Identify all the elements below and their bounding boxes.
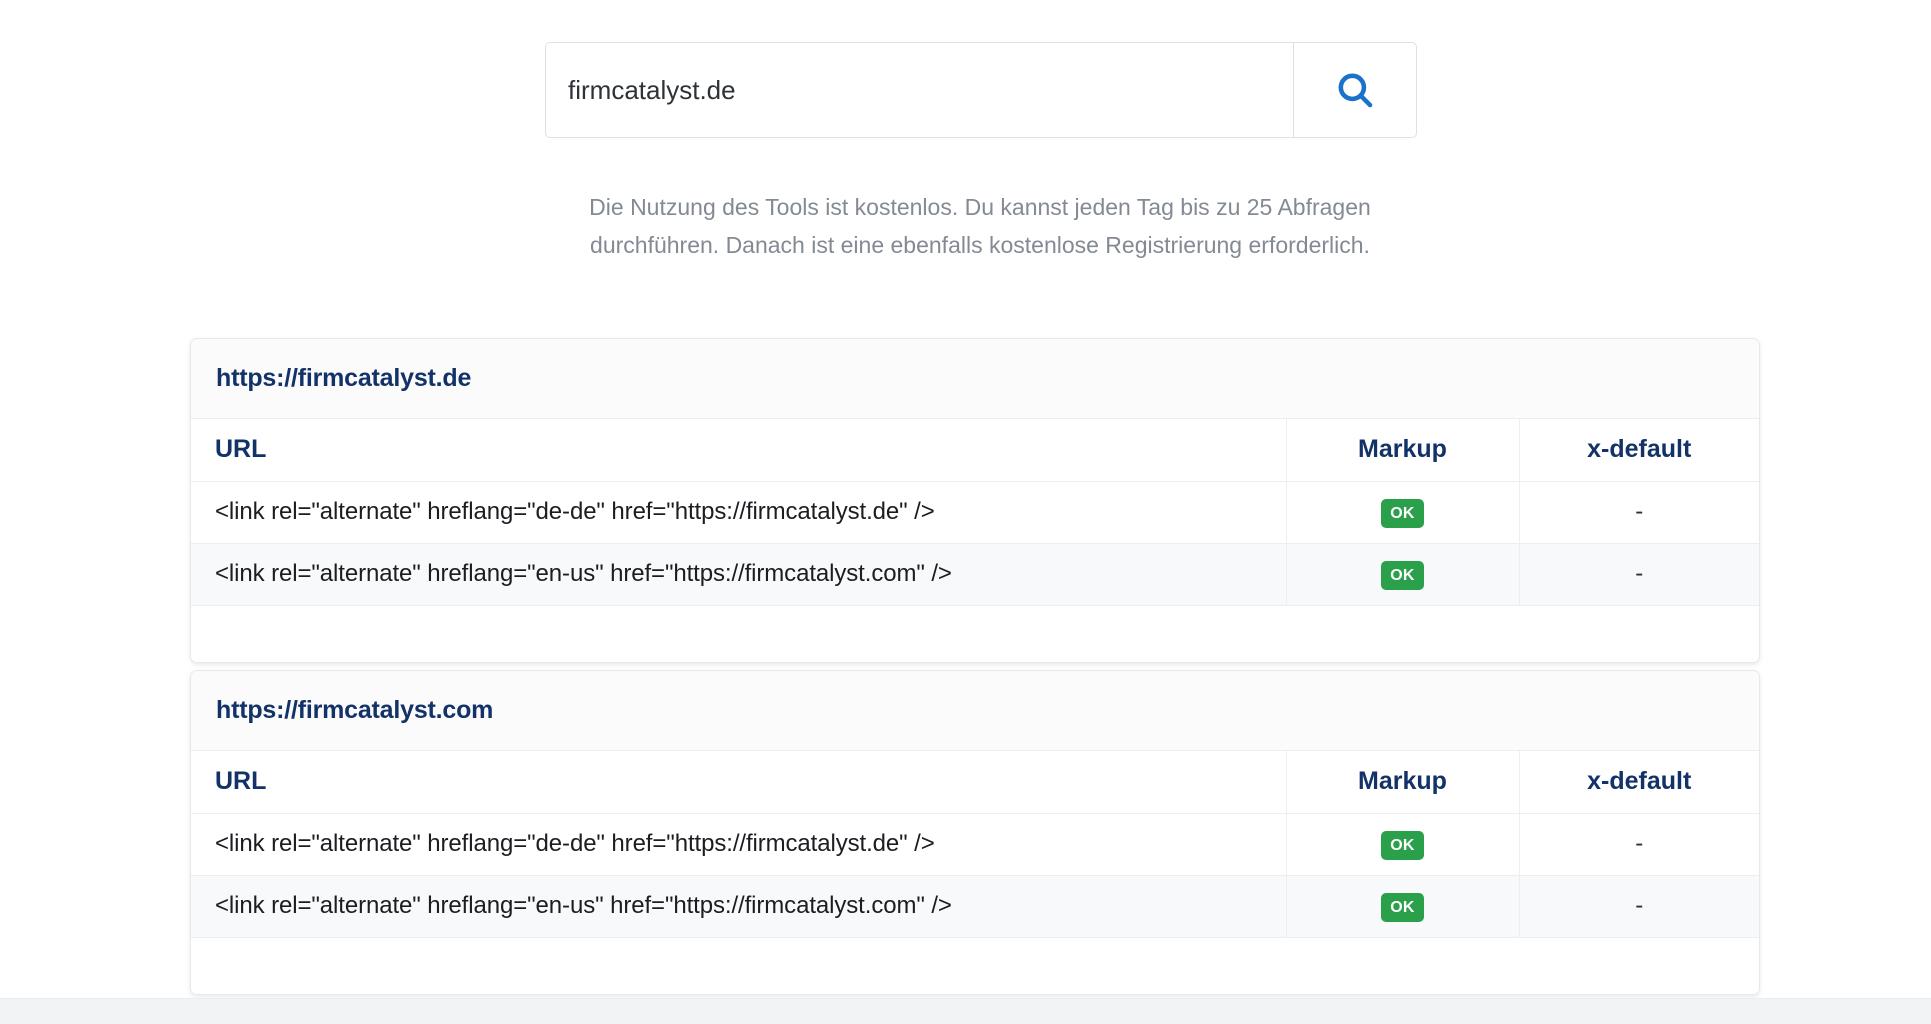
column-header-url: URL bbox=[191, 419, 1286, 482]
result-card-footer bbox=[191, 937, 1759, 994]
status-badge: OK bbox=[1381, 830, 1424, 860]
result-card: https://firmcatalyst.de URL Markup x-def… bbox=[190, 338, 1760, 663]
table-row: <link rel="alternate" hreflang="de-de" h… bbox=[191, 481, 1759, 544]
page-bottom-band bbox=[0, 998, 1931, 1024]
usage-hint-line-2: durchführen. Danach ist eine ebenfalls k… bbox=[590, 232, 1370, 258]
result-card-title: https://firmcatalyst.de bbox=[216, 364, 472, 392]
status-badge: OK bbox=[1381, 560, 1424, 590]
result-card: https://firmcatalyst.com URL Markup x-de… bbox=[190, 670, 1760, 995]
result-card-header: https://firmcatalyst.de bbox=[191, 339, 1759, 419]
column-header-markup: Markup bbox=[1285, 751, 1519, 814]
cell-markup: OK bbox=[1285, 875, 1519, 938]
table-header-row: URL Markup x-default bbox=[191, 419, 1759, 482]
cell-xdefault: - bbox=[1518, 875, 1759, 938]
search-icon bbox=[1334, 69, 1376, 111]
column-header-url: URL bbox=[191, 751, 1286, 814]
result-card-title: https://firmcatalyst.com bbox=[216, 696, 494, 724]
result-card-footer bbox=[191, 605, 1759, 662]
usage-hint: Die Nutzung des Tools ist kostenlos. Du … bbox=[440, 188, 1520, 264]
cell-markup: OK bbox=[1285, 481, 1519, 544]
search-input[interactable] bbox=[545, 42, 1293, 138]
status-badge: OK bbox=[1381, 892, 1424, 922]
result-card-header: https://firmcatalyst.com bbox=[191, 671, 1759, 751]
cell-markup: OK bbox=[1285, 543, 1519, 606]
cell-xdefault: - bbox=[1518, 481, 1759, 544]
table-header-row: URL Markup x-default bbox=[191, 751, 1759, 814]
search-bar bbox=[545, 42, 1417, 138]
search-button[interactable] bbox=[1293, 42, 1417, 138]
column-header-xdefault: x-default bbox=[1518, 419, 1759, 482]
cell-url: <link rel="alternate" hreflang="en-us" h… bbox=[191, 875, 1286, 938]
cell-url: <link rel="alternate" hreflang="de-de" h… bbox=[191, 481, 1286, 544]
cell-url: <link rel="alternate" hreflang="de-de" h… bbox=[191, 813, 1286, 876]
column-header-markup: Markup bbox=[1285, 419, 1519, 482]
cell-xdefault: - bbox=[1518, 813, 1759, 876]
hreflang-table: URL Markup x-default <link rel="alternat… bbox=[191, 751, 1759, 938]
cell-markup: OK bbox=[1285, 813, 1519, 876]
hreflang-table: URL Markup x-default <link rel="alternat… bbox=[191, 419, 1759, 606]
column-header-xdefault: x-default bbox=[1518, 751, 1759, 814]
cell-url: <link rel="alternate" hreflang="en-us" h… bbox=[191, 543, 1286, 606]
table-row: <link rel="alternate" hreflang="en-us" h… bbox=[191, 543, 1759, 606]
usage-hint-line-1: Die Nutzung des Tools ist kostenlos. Du … bbox=[589, 194, 1371, 220]
cell-xdefault: - bbox=[1518, 543, 1759, 606]
table-row: <link rel="alternate" hreflang="de-de" h… bbox=[191, 813, 1759, 876]
table-row: <link rel="alternate" hreflang="en-us" h… bbox=[191, 875, 1759, 938]
status-badge: OK bbox=[1381, 498, 1424, 528]
